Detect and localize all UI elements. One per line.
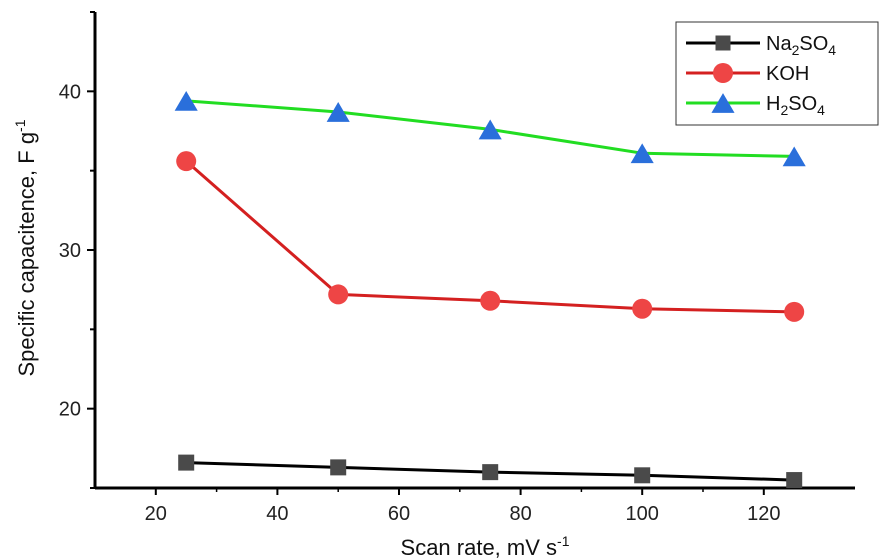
point-koh: [784, 301, 805, 322]
legend-marker: [715, 35, 731, 51]
legend: Na2SO4 KOH H2SO4: [675, 21, 879, 126]
series-lines: [185, 99, 795, 482]
point-h2so4: [326, 102, 350, 122]
legend-marker: [713, 63, 733, 83]
y-axis-title-superscript: -1: [12, 119, 28, 132]
y-tick-label: 30: [59, 240, 81, 262]
legend-label: Na2SO4: [766, 33, 836, 58]
point-koh: [632, 298, 653, 319]
y-tick-label: 20: [59, 399, 81, 421]
legend-label: H2SO4: [766, 93, 825, 118]
point-na2so4: [786, 472, 803, 489]
x-tick-label: 80: [509, 503, 531, 525]
y-tick-label: 40: [59, 81, 81, 103]
x-tick-label: 60: [388, 503, 410, 525]
point-na2so4: [178, 454, 195, 471]
line-koh: [185, 160, 795, 314]
x-axis-title-superscript: -1: [557, 533, 570, 549]
point-na2so4: [634, 467, 651, 484]
legend-item-koh: KOH: [686, 63, 809, 85]
point-koh: [480, 290, 501, 311]
point-h2so4: [174, 90, 198, 111]
point-h2so4: [630, 143, 654, 164]
x-tick-label: 100: [626, 503, 659, 525]
series-markers: [174, 90, 806, 489]
point-koh: [328, 284, 349, 305]
x-tick-label: 20: [145, 503, 167, 525]
legend-item-na2so4: Na2SO4: [686, 33, 836, 58]
point-koh: [176, 151, 197, 172]
legend-marker: [711, 93, 735, 113]
legend-item-h2so4: H2SO4: [686, 93, 825, 118]
axes: 20 40 60 80 100 120 20 30 40: [59, 11, 855, 525]
point-na2so4: [482, 464, 499, 481]
point-h2so4: [478, 119, 502, 140]
point-h2so4: [782, 146, 806, 167]
x-tick-label: 40: [266, 503, 288, 525]
legend-label: KOH: [766, 63, 809, 85]
x-tick-label: 120: [747, 503, 780, 525]
y-axis-title: Specific capacitence, F g-1: [12, 119, 39, 376]
x-axis-title: Scan rate, mV s-1: [401, 533, 570, 560]
point-na2so4: [330, 459, 347, 476]
